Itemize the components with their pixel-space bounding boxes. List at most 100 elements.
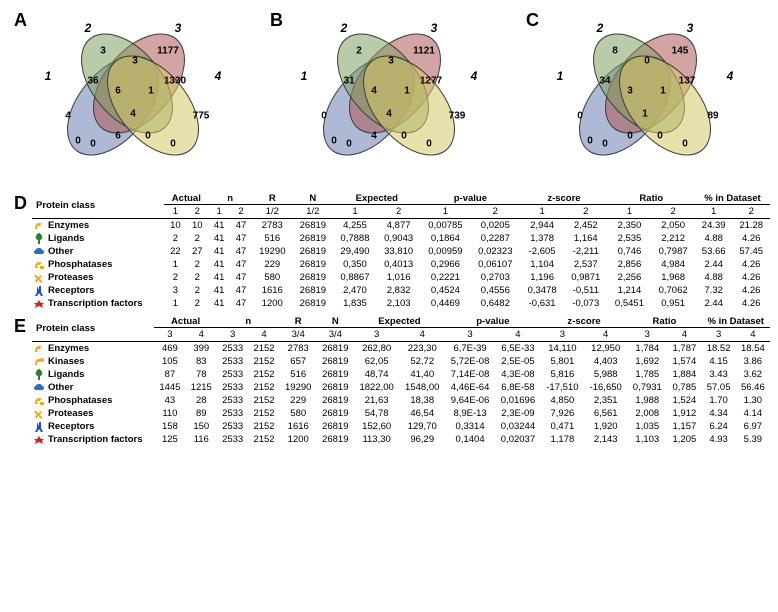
cell: 1,205 [667,433,701,446]
venn-region-1234: 4 [130,108,136,119]
venn-region-13: 0 [346,138,352,149]
cell: 47 [230,219,252,233]
cell: 580 [280,407,317,420]
cell: 1200 [252,297,293,310]
cell: 0,0205 [470,219,520,233]
row-name: Phosphatases [46,394,154,407]
table-row: Other22274147192902681929,49033,8100,009… [32,245,770,258]
cell: 2152 [248,342,279,356]
cell: 2,050 [651,219,695,233]
venn-region-34: 1330 [164,75,186,86]
cell: 152,60 [354,420,400,433]
col-group: z-score [541,316,628,328]
cell: 21,63 [354,394,400,407]
cell: 2,944 [520,219,564,233]
cell: 26819 [317,355,354,368]
row-name: Kinases [46,355,154,368]
venn-set-label-2: 2 [597,21,604,35]
subcol: 4 [667,328,701,342]
row-name: Proteases [46,271,164,284]
cell: 5,801 [541,355,584,368]
cell: 89 [186,407,217,420]
venn-panel-B: B 3100301277440140211217391234 [264,8,514,183]
cell: 580 [252,271,293,284]
cell: 57.05 [701,381,735,394]
cell: 0,7987 [651,245,695,258]
col-group: N [317,316,354,328]
venn-region-only1: 0 [577,110,583,121]
recept-icon [33,421,45,433]
cell: 0,00785 [420,219,470,233]
subcol: 1/2 [293,205,334,219]
venn-region-34: 137 [679,75,696,86]
col-group: R [252,193,293,205]
cell: 0,7888 [333,232,377,245]
cell: 0,1864 [420,232,470,245]
row-icon [32,232,46,245]
col-group: Actual [154,316,217,328]
cell: 516 [252,232,293,245]
row-icon [32,407,46,420]
subcol: 3 [217,328,248,342]
cell: 5,816 [541,368,584,381]
venn-region-12: 34 [599,75,610,86]
cell: 1616 [252,284,293,297]
subcol: 4 [495,328,541,342]
venn-region-24: 0 [426,138,432,149]
cell: 1,988 [627,394,667,407]
cell: 2.44 [695,297,732,310]
table-row: Ligands8778253321525162681948,7441,407,1… [32,368,770,381]
row-name: Enzymes [46,342,154,356]
cell: 47 [230,245,252,258]
cell: 1,692 [627,355,667,368]
cell: 62,05 [354,355,400,368]
cell: 26819 [317,394,354,407]
cell: 2152 [248,420,279,433]
cell: 7,14E-08 [445,368,495,381]
enzymes-icon [33,343,45,355]
cell: 0,2287 [470,232,520,245]
venn-region-23: 0 [644,55,650,66]
cell: 2 [186,232,208,245]
cell: 10 [186,219,208,233]
cell: 1,920 [584,420,627,433]
venn-region-13: 0 [90,138,96,149]
row-icon [32,394,46,407]
cell: 3.43 [701,368,735,381]
col-group: Expected [333,193,420,205]
table-row: Receptors3241471616268192,4702,8320,4524… [32,284,770,297]
row-icon [32,342,46,356]
cell: 14,110 [541,342,584,356]
cell: 5,72E-08 [445,355,495,368]
cell: 0,350 [333,258,377,271]
cell: 2152 [248,407,279,420]
cell: 2,008 [627,407,667,420]
col-group: z-score [520,193,607,205]
cell: 105 [154,355,185,368]
cell: 0,2966 [420,258,470,271]
subcol: 1/2 [252,205,293,219]
subcol: 4 [399,328,445,342]
cell: 0,5451 [608,297,652,310]
venn-region-only3: 1121 [413,45,435,56]
venn-region-34: 1277 [420,75,442,86]
cell: 6,561 [584,407,627,420]
cell: 0,6482 [470,297,520,310]
cell: 657 [280,355,317,368]
cell: 2,452 [564,219,608,233]
cell: 262,80 [354,342,400,356]
cell: 26819 [293,284,334,297]
table-d: Protein classActualnRNExpectedp-valuez-s… [32,193,770,310]
cell: 2533 [217,342,248,356]
row-name: Other [46,381,154,394]
cell: 2,256 [608,271,652,284]
subcol: 2 [377,205,421,219]
prot-icon [33,272,45,284]
venn-region-234: 1 [404,85,410,96]
cell: 1,785 [627,368,667,381]
cell: 1 [164,297,186,310]
cell: 8,9E-13 [445,407,495,420]
cell: 41 [208,219,230,233]
subcol: 1 [164,205,186,219]
subcol: 2 [651,205,695,219]
